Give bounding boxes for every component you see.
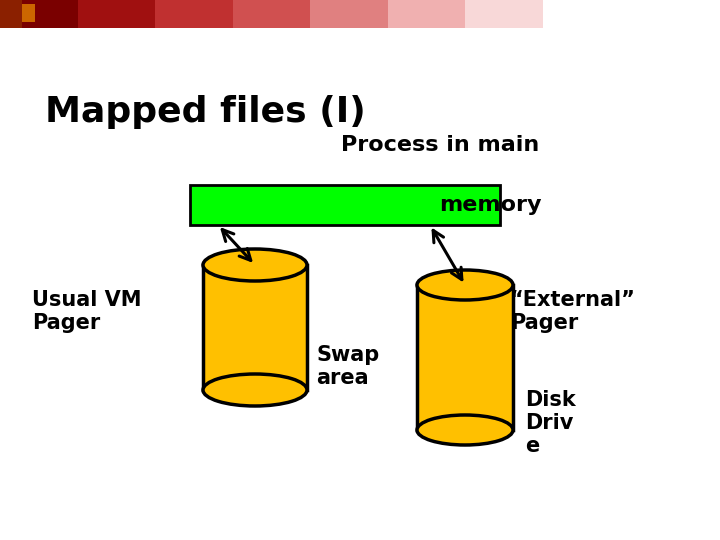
- Bar: [542, 0, 620, 28]
- Bar: [233, 0, 310, 28]
- Bar: [387, 0, 465, 28]
- Ellipse shape: [203, 249, 307, 281]
- Text: memory: memory: [438, 195, 541, 215]
- Bar: [155, 0, 233, 28]
- Bar: [465, 0, 542, 28]
- Bar: [0, 0, 78, 28]
- Ellipse shape: [203, 374, 307, 406]
- Polygon shape: [417, 285, 513, 430]
- Text: “External”
Pager: “External” Pager: [510, 290, 636, 333]
- Polygon shape: [203, 265, 307, 390]
- Text: Usual VM
Pager: Usual VM Pager: [32, 290, 142, 333]
- Ellipse shape: [417, 270, 513, 300]
- Bar: [310, 0, 387, 28]
- Bar: [22, 4, 35, 22]
- Bar: [190, 185, 500, 225]
- Ellipse shape: [417, 415, 513, 445]
- Text: Mapped files (I): Mapped files (I): [45, 95, 366, 129]
- Bar: [0, 0, 22, 28]
- Text: Process in main: Process in main: [341, 135, 539, 155]
- Text: Disk
Driv
e: Disk Driv e: [525, 390, 576, 456]
- Bar: [78, 0, 155, 28]
- Text: Swap
area: Swap area: [316, 345, 379, 388]
